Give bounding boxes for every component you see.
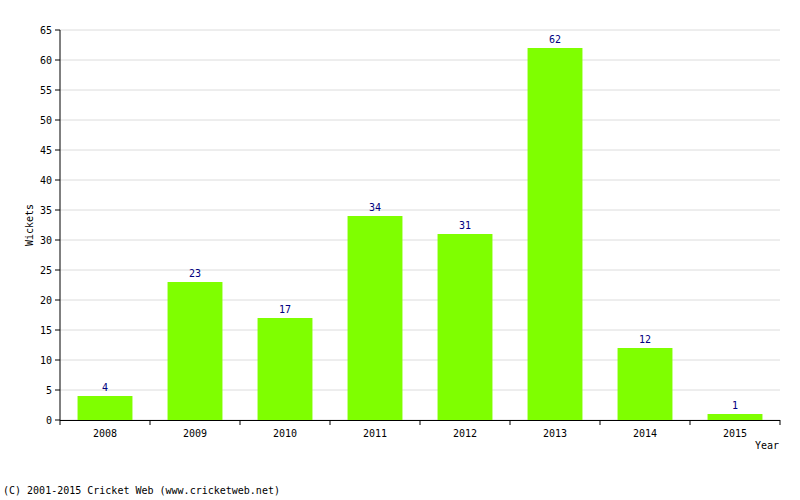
x-tick-label: 2015 <box>723 428 747 439</box>
y-tick-label: 5 <box>46 385 52 396</box>
grid-line <box>60 30 780 31</box>
y-tick <box>55 30 60 31</box>
category-divider <box>780 420 781 425</box>
category-divider <box>690 420 691 425</box>
y-axis <box>60 30 61 420</box>
grid-line <box>60 180 780 181</box>
chart-svg: 0 5 10 15 20 25 30 35 40 45 50 55 60 65 4 23 17 34 31 62 12 1… <box>0 0 800 500</box>
background <box>0 0 800 500</box>
bar <box>168 282 223 420</box>
grid-line <box>60 60 780 61</box>
y-tick <box>55 360 60 361</box>
y-tick <box>55 120 60 121</box>
data-label: 12 <box>639 334 651 345</box>
y-tick <box>55 390 60 391</box>
bar <box>348 216 403 420</box>
grid-line <box>60 240 780 241</box>
data-label: 17 <box>279 304 291 315</box>
y-tick <box>55 300 60 301</box>
chart-container: 0 5 10 15 20 25 30 35 40 45 50 55 60 65 4 23 17 34 31 62 12 1… <box>0 0 800 500</box>
y-tick-label: 30 <box>40 235 52 246</box>
x-tick-label: 2012 <box>453 428 477 439</box>
data-label: 62 <box>549 34 561 45</box>
bar <box>78 396 133 420</box>
y-tick-label: 25 <box>40 265 52 276</box>
data-label: 4 <box>102 382 108 393</box>
bar <box>258 318 313 420</box>
bar <box>528 48 583 420</box>
y-tick-label: 0 <box>46 415 52 426</box>
grid-line <box>60 150 780 151</box>
x-tick-label: 2014 <box>633 428 657 439</box>
y-tick-label: 10 <box>40 355 52 366</box>
y-tick-label: 45 <box>40 145 52 156</box>
y-tick <box>55 420 60 421</box>
grid-line <box>60 120 780 121</box>
data-label: 1 <box>732 400 738 411</box>
category-divider <box>510 420 511 425</box>
copyright: (C) 2001-2015 Cricket Web (www.cricketwe… <box>3 485 280 496</box>
data-label: 23 <box>189 268 201 279</box>
bar <box>438 234 493 420</box>
category-divider <box>60 420 61 425</box>
y-tick-label: 55 <box>40 85 52 96</box>
category-divider <box>240 420 241 425</box>
grid-line <box>60 90 780 91</box>
y-tick <box>55 270 60 271</box>
x-tick-label: 2013 <box>543 428 567 439</box>
x-tick-label: 2009 <box>183 428 207 439</box>
x-tick-label: 2008 <box>93 428 117 439</box>
bar <box>618 348 673 420</box>
y-tick-label: 35 <box>40 205 52 216</box>
x-tick-label: 2010 <box>273 428 297 439</box>
category-divider <box>330 420 331 425</box>
data-label: 31 <box>459 220 471 231</box>
bar <box>708 414 763 420</box>
y-tick <box>55 180 60 181</box>
y-axis-label: Wickets <box>24 204 35 246</box>
y-tick <box>55 330 60 331</box>
bars <box>78 48 763 420</box>
y-tick <box>55 150 60 151</box>
y-tick-label: 50 <box>40 115 52 126</box>
y-tick-label: 40 <box>40 175 52 186</box>
y-tick-label: 65 <box>40 25 52 36</box>
grid-line <box>60 210 780 211</box>
y-tick-label: 15 <box>40 325 52 336</box>
y-tick-label: 20 <box>40 295 52 306</box>
y-tick <box>55 240 60 241</box>
y-tick <box>55 90 60 91</box>
y-tick-label: 60 <box>40 55 52 66</box>
category-divider <box>600 420 601 425</box>
x-tick-label: 2011 <box>363 428 387 439</box>
category-divider <box>420 420 421 425</box>
category-divider <box>150 420 151 425</box>
x-axis-label: Year <box>755 440 779 451</box>
y-tick <box>55 60 60 61</box>
y-tick <box>55 210 60 211</box>
data-label: 34 <box>369 202 381 213</box>
grid-line <box>60 270 780 271</box>
